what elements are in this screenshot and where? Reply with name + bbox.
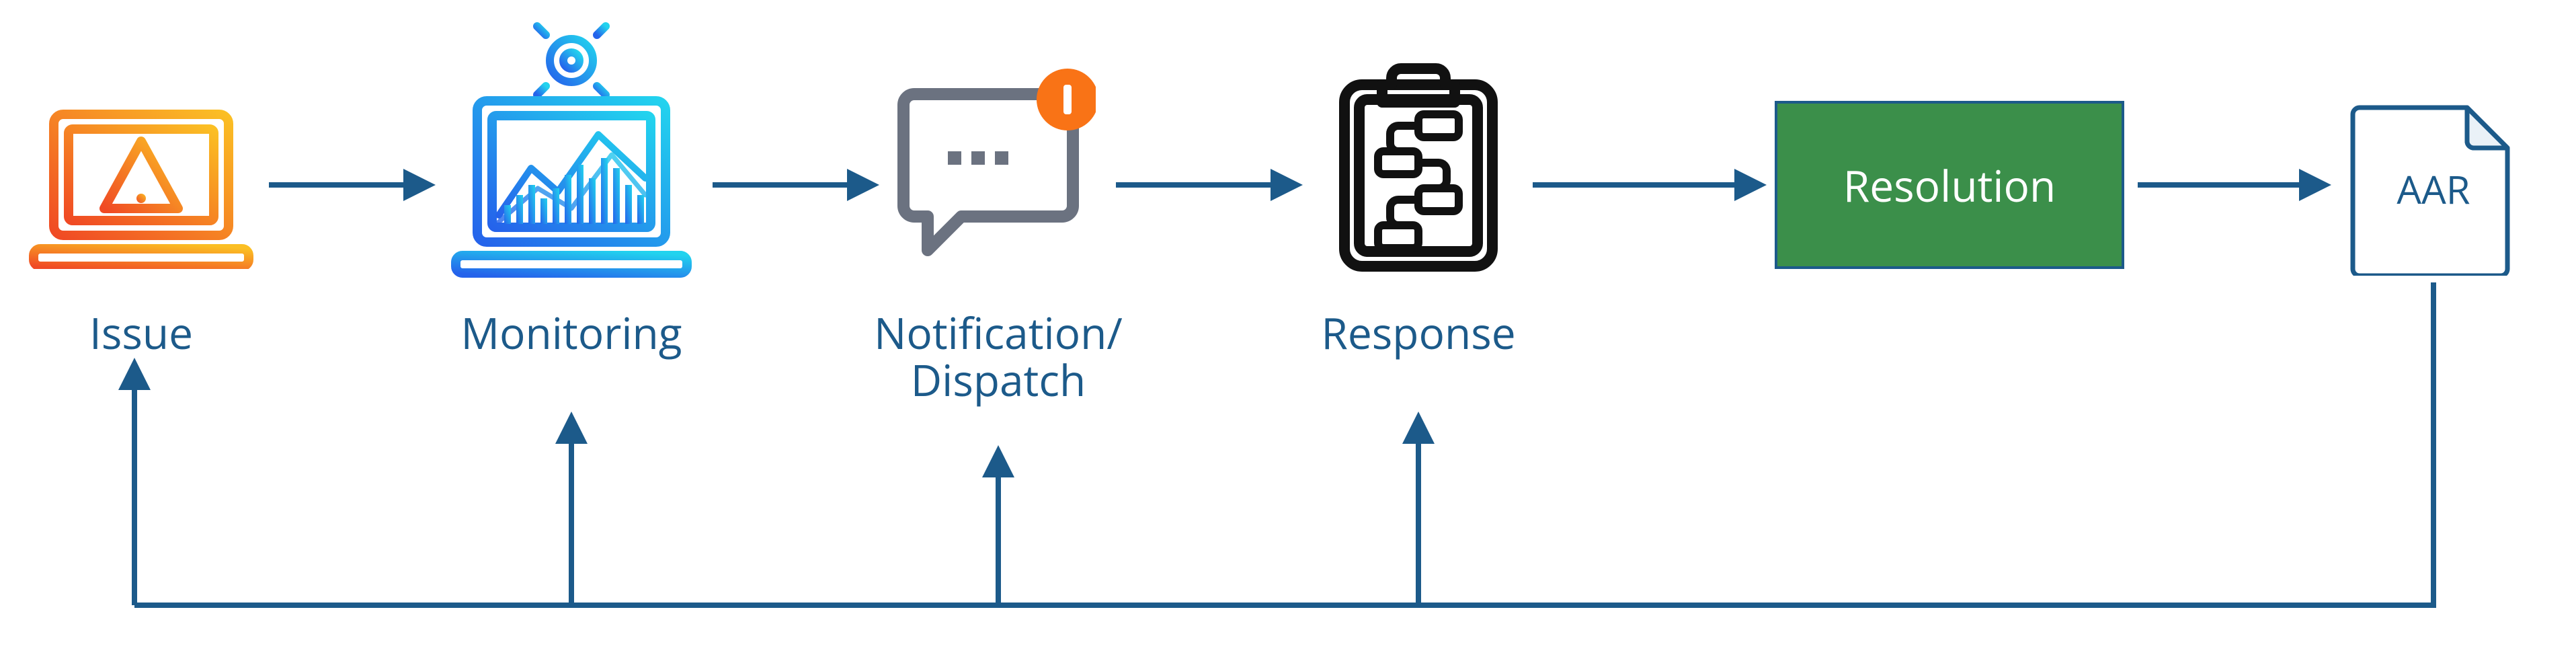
clipboard-flow-icon bbox=[1318, 61, 1519, 276]
label-notification: Notification/ Dispatch bbox=[840, 309, 1156, 404]
label-issue: Issue bbox=[27, 309, 255, 356]
label-resolution: Resolution bbox=[1843, 156, 2056, 215]
laptop-warning-icon bbox=[27, 101, 255, 269]
node-aar: AAR bbox=[2339, 101, 2528, 276]
node-resolution: Resolution bbox=[1775, 101, 2124, 269]
laptop-chart-gear-icon bbox=[444, 13, 699, 282]
label-aar: AAR bbox=[2397, 162, 2470, 215]
chat-alert-icon bbox=[894, 67, 1096, 269]
node-issue bbox=[27, 101, 255, 269]
node-response bbox=[1318, 61, 1519, 276]
label-monitoring: Monitoring bbox=[410, 309, 733, 356]
node-monitoring bbox=[444, 13, 699, 282]
node-notification bbox=[894, 67, 1096, 269]
flow-diagram: Issue bbox=[0, 0, 2576, 659]
label-response: Response bbox=[1284, 309, 1553, 356]
